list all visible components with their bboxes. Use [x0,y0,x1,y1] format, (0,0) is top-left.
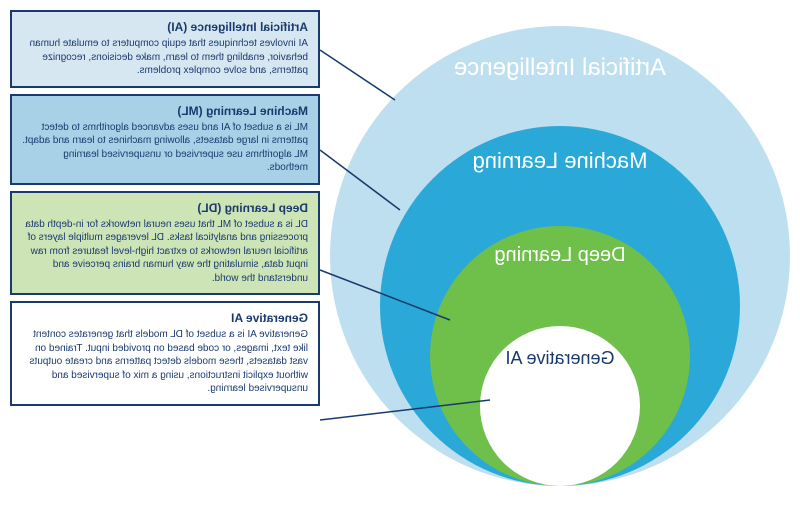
legend-body-ml: ML is a subset of AI and uses advanced a… [22,121,308,175]
legend-title-genai: Generative AI [22,311,308,325]
legend-box-ai: Artificial Intelligence (AI) AI involves… [10,10,320,88]
connector-line [320,400,490,420]
legend-title-ai: Artificial Intelligence (AI) [22,20,308,34]
legend-box-dl: Deep Learning (DL) DL is a subset of ML … [10,191,320,296]
legend-title-ml: Machine Learning (ML) [22,104,308,118]
connector-line [320,270,450,320]
legend-body-genai: Generative AI is a subset of DL models t… [22,328,308,396]
legend-box-genai: Generative AI Generative AI is a subset … [10,301,320,406]
legend-title-dl: Deep Learning (DL) [22,201,308,215]
connector-line [320,150,400,210]
legend-body-dl: DL is a subset of ML that uses neural ne… [22,218,308,286]
connector-line [320,50,395,100]
legend-panel: Artificial Intelligence (AI) AI involves… [10,10,320,406]
legend-body-ai: AI involves techniques that equip comput… [22,37,308,78]
legend-box-ml: Machine Learning (ML) ML is a subset of … [10,94,320,185]
